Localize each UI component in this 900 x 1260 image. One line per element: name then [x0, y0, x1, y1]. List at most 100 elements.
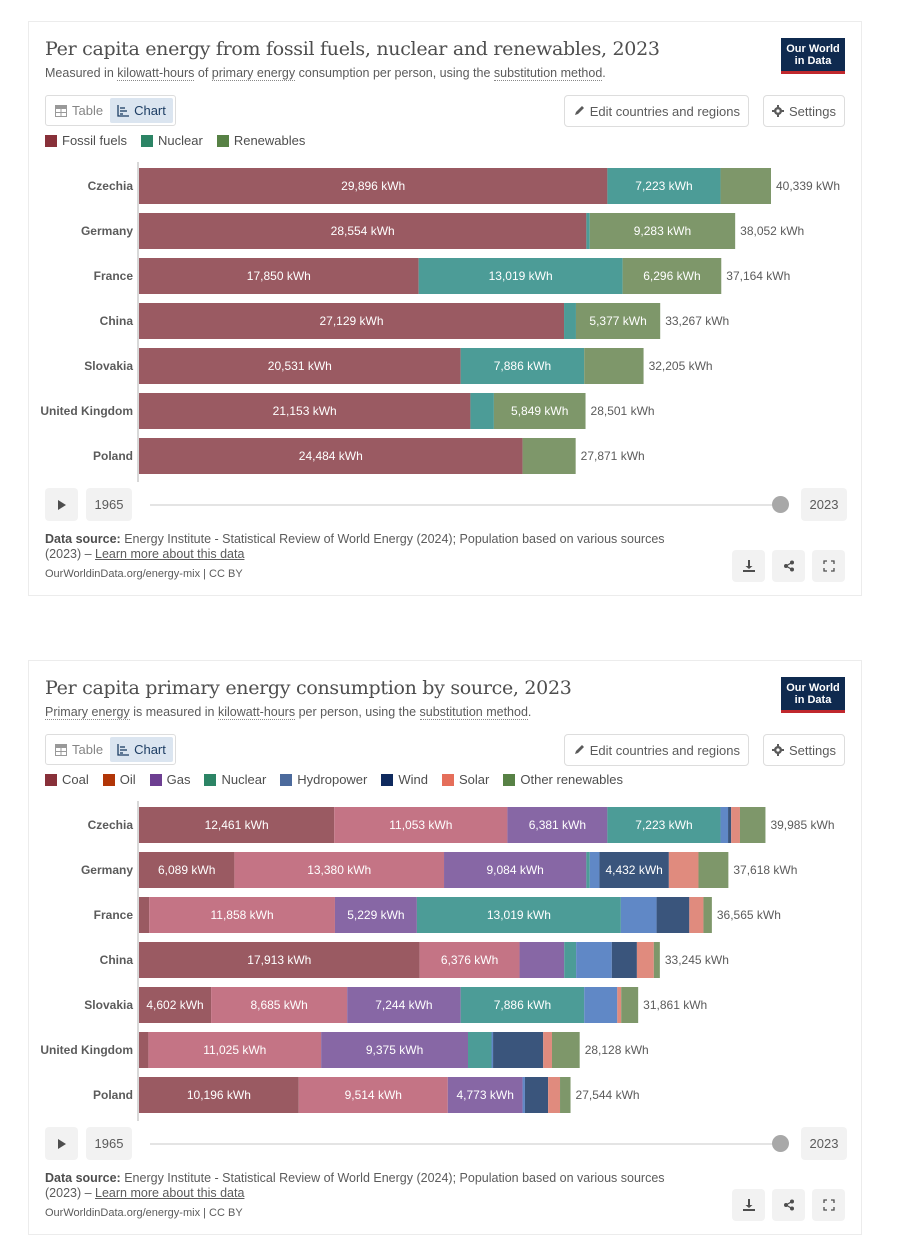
- timeline-track[interactable]: [150, 1143, 780, 1145]
- bar-segment-coal[interactable]: [139, 987, 212, 1023]
- bar-segment-other-renewables[interactable]: [560, 1077, 571, 1113]
- timeline-start-year[interactable]: 1965: [86, 1127, 132, 1160]
- bar-segment-renewables[interactable]: [522, 438, 576, 474]
- legend-item-other-renewables[interactable]: Other renewables: [503, 772, 623, 787]
- timeline-handle[interactable]: [772, 1135, 789, 1152]
- substitution-method-link[interactable]: substitution method: [419, 705, 528, 720]
- bar-segment-solar[interactable]: [617, 987, 622, 1023]
- bar-segment-oil[interactable]: [419, 942, 520, 978]
- bar-segment-coal[interactable]: [139, 942, 420, 978]
- bar-segment-other-renewables[interactable]: [739, 807, 766, 843]
- bar-segment-other-renewables[interactable]: [698, 852, 729, 888]
- edit-countries-button[interactable]: Edit countries and regions: [563, 95, 749, 127]
- bar-segment-solar[interactable]: [689, 897, 704, 933]
- bar-segment-nuclear[interactable]: [564, 942, 577, 978]
- bar-segment-wind[interactable]: [728, 807, 732, 843]
- bar-segment-gas[interactable]: [444, 852, 587, 888]
- legend-item-fossil-fuels[interactable]: Fossil fuels: [45, 133, 127, 148]
- bar-segment-renewables[interactable]: [622, 258, 722, 294]
- bar-segment-wind[interactable]: [599, 852, 669, 888]
- primary-energy-link[interactable]: primary energy: [211, 66, 296, 81]
- legend-item-solar[interactable]: Solar: [442, 772, 489, 787]
- legend-item-hydropower[interactable]: Hydropower: [280, 772, 367, 787]
- share-button[interactable]: [772, 550, 805, 582]
- bar-segment-nuclear[interactable]: [586, 213, 590, 249]
- bar-segment-fossil-fuels[interactable]: [139, 213, 587, 249]
- legend-item-gas[interactable]: Gas: [149, 772, 190, 787]
- bar-segment-gas[interactable]: [321, 1032, 469, 1068]
- bar-segment-nuclear[interactable]: [470, 393, 494, 429]
- fullscreen-button[interactable]: [812, 550, 845, 582]
- bar-segment-oil[interactable]: [298, 1077, 448, 1113]
- bar-segment-wind[interactable]: [656, 897, 690, 933]
- share-button[interactable]: [772, 1189, 805, 1221]
- bar-segment-nuclear[interactable]: [418, 258, 623, 294]
- bar-segment-hydropower[interactable]: [491, 1032, 494, 1068]
- legend-item-oil[interactable]: Oil: [102, 772, 136, 787]
- bar-segment-nuclear[interactable]: [607, 807, 721, 843]
- bar-segment-hydropower[interactable]: [576, 942, 612, 978]
- bar-segment-fossil-fuels[interactable]: [139, 258, 419, 294]
- bar-segment-nuclear[interactable]: [586, 852, 590, 888]
- bar-segment-nuclear[interactable]: [607, 168, 721, 204]
- owid-logo[interactable]: Our World in Data: [781, 677, 845, 713]
- timeline-track[interactable]: [150, 504, 780, 506]
- bar-segment-hydropower[interactable]: [620, 897, 657, 933]
- legend-item-wind[interactable]: Wind: [381, 772, 428, 787]
- bar-segment-fossil-fuels[interactable]: [139, 168, 608, 204]
- legend-item-coal[interactable]: Coal: [45, 772, 89, 787]
- bar-segment-gas[interactable]: [519, 942, 565, 978]
- bar-segment-oil[interactable]: [234, 852, 445, 888]
- bar-segment-solar[interactable]: [543, 1032, 552, 1068]
- bar-segment-wind[interactable]: [493, 1032, 544, 1068]
- tab-table[interactable]: Table: [48, 98, 110, 123]
- bar-segment-oil[interactable]: [211, 987, 348, 1023]
- learn-more-link[interactable]: Learn more about this data: [95, 1186, 245, 1200]
- bar-segment-fossil-fuels[interactable]: [139, 303, 565, 339]
- bar-segment-oil[interactable]: [148, 1032, 322, 1068]
- download-button[interactable]: [732, 550, 765, 582]
- bar-segment-renewables[interactable]: [589, 213, 736, 249]
- timeline-end-year[interactable]: 2023: [801, 1127, 847, 1160]
- bar-segment-hydropower[interactable]: [720, 807, 729, 843]
- bar-segment-nuclear[interactable]: [460, 987, 585, 1023]
- bar-segment-gas[interactable]: [347, 987, 461, 1023]
- bar-segment-wind[interactable]: [524, 1077, 549, 1113]
- substitution-method-link[interactable]: substitution method: [493, 66, 603, 81]
- play-button[interactable]: [45, 488, 78, 521]
- bar-segment-nuclear[interactable]: [416, 897, 621, 933]
- timeline-handle[interactable]: [772, 496, 789, 513]
- kilowatt-hours-link[interactable]: kilowatt-hours: [217, 705, 296, 720]
- bar-segment-gas[interactable]: [334, 897, 417, 933]
- bar-segment-other-renewables[interactable]: [703, 897, 712, 933]
- bar-segment-hydropower[interactable]: [589, 852, 600, 888]
- bar-segment-gas[interactable]: [507, 807, 608, 843]
- learn-more-link[interactable]: Learn more about this data: [95, 547, 245, 561]
- play-button[interactable]: [45, 1127, 78, 1160]
- bar-segment-gas[interactable]: [447, 1077, 523, 1113]
- legend-item-nuclear[interactable]: Nuclear: [141, 133, 203, 148]
- legend-item-nuclear[interactable]: Nuclear: [204, 772, 266, 787]
- tab-table[interactable]: Table: [48, 737, 110, 762]
- bar-segment-oil[interactable]: [149, 897, 335, 933]
- bar-segment-renewables[interactable]: [584, 348, 644, 384]
- bar-segment-coal[interactable]: [139, 1032, 149, 1068]
- settings-button[interactable]: Settings: [763, 734, 845, 766]
- bar-segment-fossil-fuels[interactable]: [139, 393, 471, 429]
- bar-segment-nuclear[interactable]: [460, 348, 585, 384]
- bar-segment-coal[interactable]: [139, 1077, 299, 1113]
- bar-segment-coal[interactable]: [139, 852, 235, 888]
- bar-segment-fossil-fuels[interactable]: [139, 438, 523, 474]
- bar-segment-solar[interactable]: [731, 807, 740, 843]
- timeline-start-year[interactable]: 1965: [86, 488, 132, 521]
- bar-segment-nuclear[interactable]: [564, 303, 576, 339]
- bar-segment-solar[interactable]: [636, 942, 654, 978]
- bar-segment-renewables[interactable]: [493, 393, 586, 429]
- tab-chart[interactable]: Chart: [110, 737, 173, 762]
- legend-item-renewables[interactable]: Renewables: [216, 133, 305, 148]
- settings-button[interactable]: Settings: [763, 95, 845, 127]
- edit-countries-button[interactable]: Edit countries and regions: [563, 734, 749, 766]
- kilowatt-hours-link[interactable]: kilowatt-hours: [117, 66, 195, 81]
- timeline-end-year[interactable]: 2023: [801, 488, 847, 521]
- bar-segment-hydropower[interactable]: [522, 1077, 525, 1113]
